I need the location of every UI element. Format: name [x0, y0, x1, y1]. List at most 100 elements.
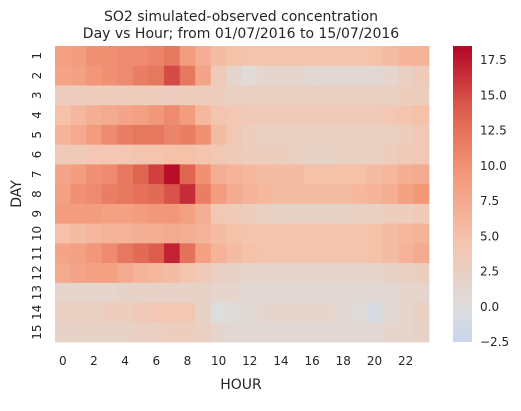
colorbar — [453, 46, 472, 342]
heatmap-cell — [335, 184, 352, 205]
heatmap-cell — [55, 164, 71, 185]
heatmap-cell — [242, 144, 258, 165]
heatmap-cell — [335, 46, 352, 67]
heatmap-cell — [132, 184, 149, 205]
heatmap-cell — [304, 144, 321, 165]
heatmap-cell — [164, 184, 181, 205]
y-tick-label: 10 — [30, 226, 44, 241]
heatmap-cell — [210, 85, 227, 106]
heatmap-cell — [148, 46, 165, 67]
heatmap-cell — [55, 223, 71, 244]
heatmap-cell — [304, 243, 321, 264]
heatmap-cell — [86, 85, 103, 106]
y-tick-label: 6 — [30, 151, 44, 159]
heatmap-cell — [366, 164, 383, 185]
heatmap-cell — [86, 65, 103, 86]
heatmap-cell — [210, 144, 227, 165]
heatmap-cell — [257, 223, 274, 244]
y-tick-label: 1 — [30, 52, 44, 60]
y-tick-label: 11 — [30, 246, 44, 261]
heatmap-cell — [242, 65, 258, 86]
heatmap-cell — [351, 282, 368, 303]
heatmap-cell — [164, 302, 181, 323]
heatmap-cell — [413, 65, 430, 86]
heatmap-cell — [273, 243, 290, 264]
heatmap-cell — [101, 263, 118, 284]
heatmap-cell — [397, 203, 414, 224]
heatmap-cell — [210, 263, 227, 284]
heatmap-cell — [319, 85, 336, 106]
heatmap-cell — [226, 164, 243, 185]
heatmap-cell — [55, 203, 71, 224]
heatmap-cell — [288, 85, 305, 106]
heatmap-cell — [210, 105, 227, 126]
heatmap-cell — [210, 124, 227, 146]
y-tick-label: 12 — [30, 265, 44, 280]
heatmap-cell — [319, 223, 336, 244]
heatmap-cell — [319, 184, 336, 205]
heatmap-cell — [413, 302, 430, 323]
heatmap-cell — [397, 124, 414, 146]
heatmap-cell — [273, 105, 290, 126]
heatmap-cell — [366, 282, 383, 303]
heatmap-cell — [210, 184, 227, 205]
heatmap-cell — [288, 164, 305, 185]
heatmap-cell — [117, 243, 134, 264]
heatmap-cell — [179, 223, 196, 244]
heatmap-cell — [117, 144, 134, 165]
heatmap-cell — [101, 282, 118, 303]
heatmap-cell — [210, 164, 227, 185]
x-tick-label: 8 — [184, 354, 192, 368]
heatmap-cell — [288, 184, 305, 205]
heatmap-cell — [257, 302, 274, 323]
colorbar-tick-label: 0.0 — [480, 300, 499, 314]
heatmap-cell — [117, 46, 134, 67]
heatmap-cell — [210, 282, 227, 303]
heatmap-cell — [195, 124, 212, 146]
heatmap-cell — [86, 184, 103, 205]
heatmap-cell — [55, 65, 71, 86]
heatmap-cell — [195, 184, 212, 205]
colorbar-tick-label: 15.0 — [480, 88, 507, 102]
heatmap-cell — [319, 124, 336, 146]
heatmap-cell — [226, 263, 243, 284]
heatmap-cell — [366, 85, 383, 106]
heatmap-cell — [351, 243, 368, 264]
heatmap-cell — [288, 144, 305, 165]
x-tick-label: 14 — [273, 354, 288, 368]
y-tick-label: 8 — [30, 190, 44, 198]
heatmap-cell — [70, 322, 87, 343]
heatmap-cell — [86, 124, 103, 146]
heatmap-cell — [288, 263, 305, 284]
heatmap-cell — [226, 184, 243, 205]
heatmap-cell — [148, 263, 165, 284]
heatmap-cell — [288, 282, 305, 303]
heatmap-cell — [413, 85, 430, 106]
y-tick-label: 2 — [30, 72, 44, 80]
heatmap-cell — [101, 144, 118, 165]
heatmap-cell — [117, 223, 134, 244]
heatmap-cell — [242, 85, 258, 106]
heatmap-cell — [132, 164, 149, 185]
heatmap-cell — [195, 203, 212, 224]
heatmap-cell — [179, 243, 196, 264]
heatmap-cell — [226, 243, 243, 264]
heatmap-cell — [101, 243, 118, 264]
heatmap-cell — [366, 46, 383, 67]
heatmap-cell — [257, 164, 274, 185]
heatmap-cell — [413, 243, 430, 264]
heatmap-cell — [413, 322, 430, 343]
heatmap-cell — [257, 203, 274, 224]
heatmap-cell — [304, 164, 321, 185]
heatmap-cell — [148, 322, 165, 343]
heatmap-cell — [304, 302, 321, 323]
heatmap-cell — [148, 282, 165, 303]
heatmap-cell — [366, 184, 383, 205]
heatmap-cell — [382, 243, 399, 264]
heatmap-cell — [132, 144, 149, 165]
heatmap-cell — [164, 322, 181, 343]
heatmap-cell — [132, 65, 149, 86]
heatmap-cell — [304, 124, 321, 146]
heatmap-cell — [179, 164, 196, 185]
